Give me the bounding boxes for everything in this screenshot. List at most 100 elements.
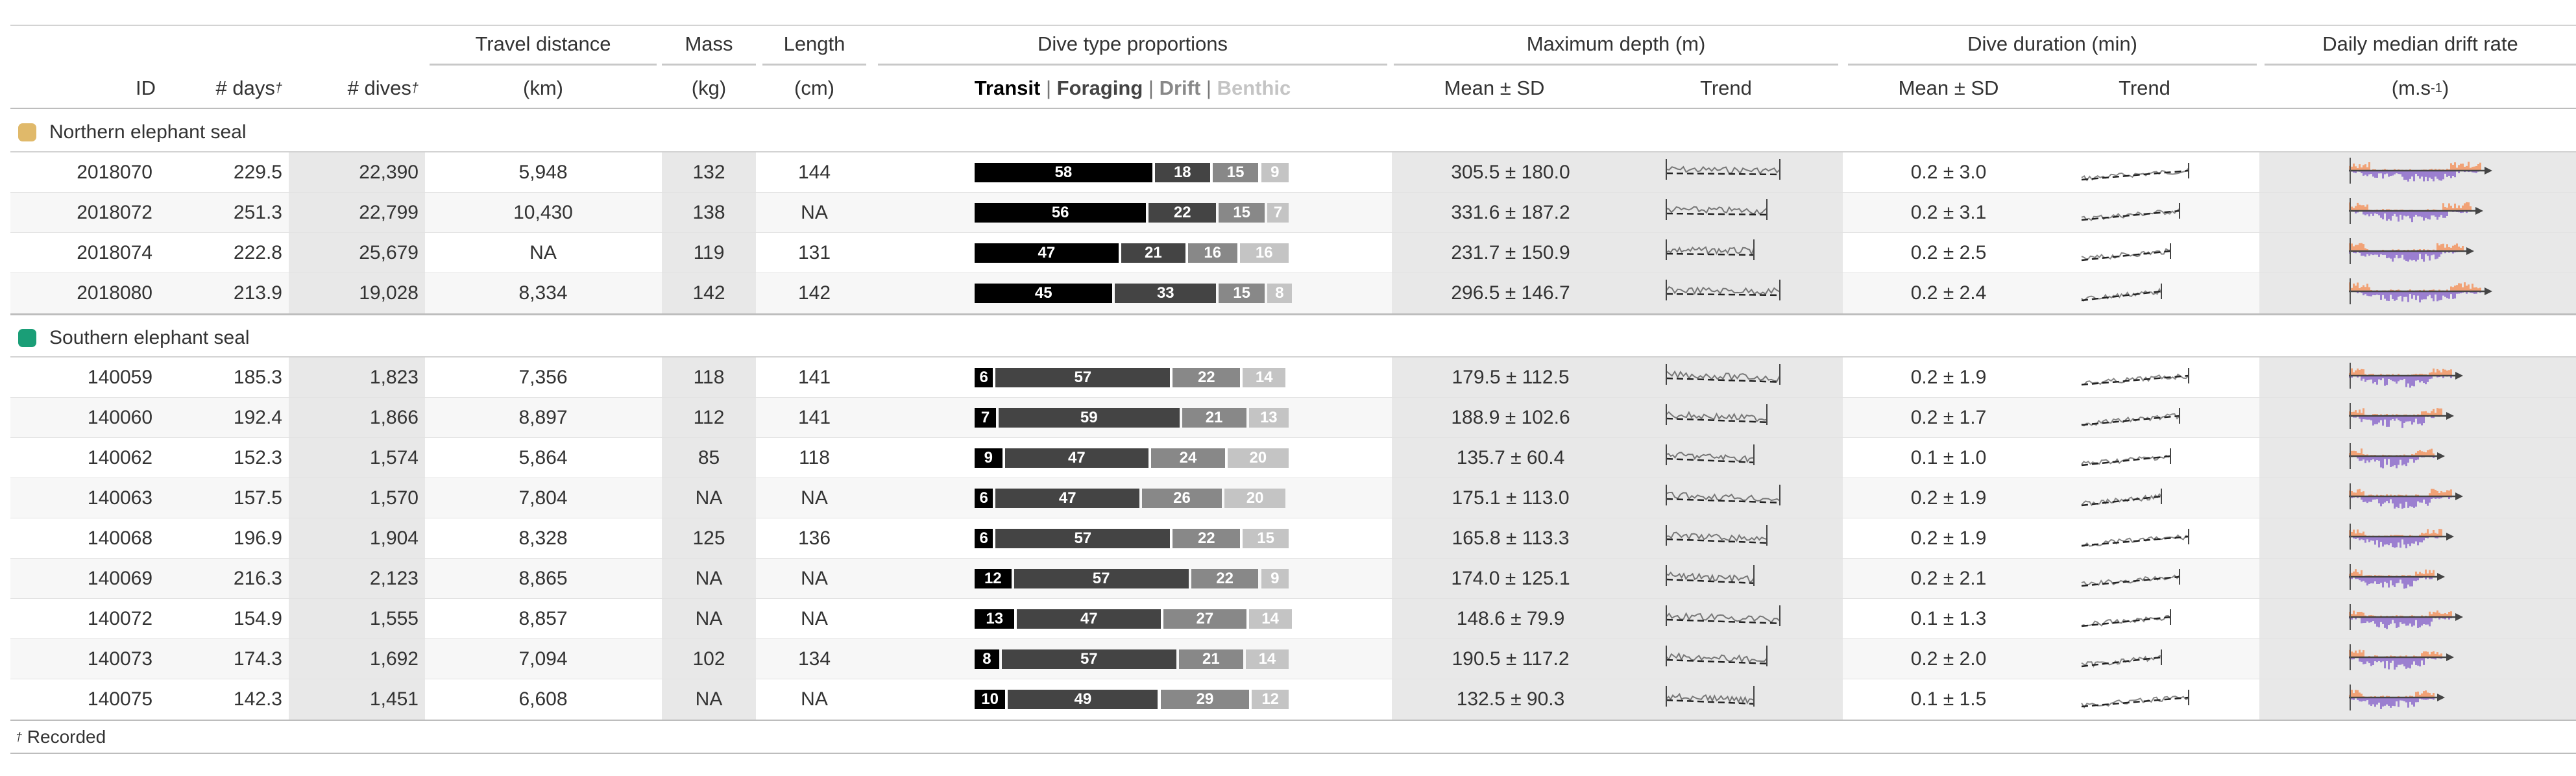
drift-bar: 26 (1142, 489, 1222, 508)
duration-mean: 0.1 (1910, 608, 1938, 629)
transit-bar: 58 (975, 163, 1152, 182)
col-mass-unit: (kg) (691, 77, 727, 99)
duration-trend-sparkline (2081, 489, 2162, 507)
row-divider (10, 397, 2576, 398)
depth-sd: 79.9 (1526, 608, 1565, 629)
days-value: 174.3 (233, 648, 282, 670)
transit-bar: 45 (975, 284, 1113, 303)
benthic-bar: 14 (1245, 649, 1289, 669)
days-value: 154.9 (233, 608, 282, 629)
depth-trend-sparkline (1666, 646, 1768, 666)
dives-value: 25,679 (359, 242, 419, 263)
travel-value: 8,897 (518, 407, 568, 428)
duration-trend-sparkline (2081, 408, 2180, 427)
depth-mean-sd: 188.9 ± 102.6 (1451, 407, 1570, 428)
duration-sd: 1.9 (1959, 487, 1987, 509)
drift-rate-sparkline (2349, 198, 2483, 224)
days-value: 229.5 (233, 162, 282, 183)
foraging-bar: 57 (995, 368, 1171, 387)
mass-value: 102 (692, 648, 725, 670)
depth-mean: 190.5 (1452, 648, 1501, 670)
col-dives: # dives† (289, 77, 419, 100)
days-value: 157.5 (233, 487, 282, 509)
depth-trend-sparkline (1666, 686, 1755, 707)
mass-value: NA (695, 568, 723, 589)
col-depth-trend: Trend (1700, 77, 1752, 99)
seal-id: 2018074 (77, 242, 152, 263)
col-dur-trend: Trend (2119, 77, 2170, 99)
duration-mean-sd: 0.2 ± 2.1 (1910, 568, 1987, 589)
duration-sd: 1.9 (1959, 367, 1987, 388)
row-divider (10, 558, 2576, 559)
legend-benthic: Benthic (1217, 77, 1291, 99)
legend-transit: Transit (974, 77, 1041, 99)
dive-type-header: Dive type proportions (1038, 32, 1228, 55)
duration-mean-sd: 0.1 ± 1.5 (1910, 688, 1987, 710)
duration-trend-sparkline (2081, 448, 2171, 467)
max-depth-header: Maximum depth (m) (1526, 32, 1706, 55)
days-value: 213.9 (233, 282, 282, 304)
mass-value: 112 (693, 407, 725, 428)
duration-sd: 2.1 (1959, 568, 1987, 589)
dagger-mark: † (411, 81, 419, 95)
depth-trend-sparkline (1666, 444, 1755, 465)
drift-col-shade-0 (2259, 152, 2576, 313)
days-value: 196.9 (233, 527, 282, 549)
length-value: 141 (797, 407, 831, 428)
col-travel-unit: (km) (523, 77, 563, 99)
benthic-bar: 9 (1261, 569, 1289, 588)
depth-mean: 331.6 (1451, 202, 1500, 223)
depth-mean-sd: 231.7 ± 150.9 (1451, 242, 1570, 263)
depth-mean: 188.9 (1451, 407, 1500, 428)
dives-value: 1,451 (369, 688, 419, 710)
duration-mean-sd: 0.2 ± 3.0 (1910, 162, 1987, 183)
col-length-unit: (cm) (794, 77, 834, 99)
seal-id: 140073 (87, 648, 152, 670)
depth-mean: 179.5 (1452, 367, 1501, 388)
foraging-bar: 57 (1014, 569, 1189, 588)
duration-mean: 0.2 (1910, 527, 1938, 549)
mass-value: NA (695, 688, 723, 710)
seal-id: 2018070 (77, 162, 152, 183)
duration-trend-sparkline (2081, 284, 2162, 302)
duration-mean-sd: 0.2 ± 2.5 (1910, 242, 1987, 263)
seal-id: 140072 (87, 608, 152, 629)
benthic-bar: 7 (1267, 203, 1289, 223)
drift-rate-sparkline (2349, 363, 2463, 389)
header-bottom-rule (10, 108, 2576, 109)
seal-id: 2018072 (77, 202, 152, 223)
dives-value: 1,866 (369, 407, 419, 428)
depth-sd: 113.0 (1522, 487, 1570, 509)
footnote-bottom-rule (10, 753, 2576, 754)
row-divider (10, 598, 2576, 599)
depth-col-shade-1 (1392, 358, 1843, 720)
drift-bar: 15 (1212, 163, 1259, 182)
row-divider (10, 192, 2576, 193)
length-value: NA (801, 568, 828, 589)
depth-mean: 296.5 (1451, 282, 1500, 304)
benthic-bar: 20 (1227, 448, 1289, 468)
travel-value: 6,608 (518, 688, 568, 710)
depth-sd: 187.2 (1521, 202, 1570, 223)
depth-spanner-line (1394, 64, 1838, 66)
duration-trend-sparkline (2081, 609, 2171, 627)
duration-mean: 0.2 (1910, 367, 1938, 388)
depth-sd: 113.3 (1522, 527, 1570, 549)
depth-sd: 90.3 (1526, 688, 1565, 710)
drift-unit-pre: (m.s (2391, 77, 2431, 99)
length-value: 142 (797, 282, 831, 304)
duration-trend-sparkline (2081, 368, 2189, 386)
seal-id: 140075 (87, 688, 152, 710)
mass-value: NA (695, 487, 723, 509)
depth-sd: 180.0 (1521, 162, 1570, 183)
drift-spanner-line (2265, 64, 2576, 66)
foraging-bar: 47 (1004, 448, 1149, 468)
duration-sd: 2.0 (1959, 648, 1987, 670)
foraging-bar: 22 (1148, 203, 1217, 223)
length-value: 141 (797, 367, 831, 388)
seal-id: 140060 (87, 407, 152, 428)
transit-bar: 47 (975, 243, 1119, 263)
travel-distance-header: Travel distance (475, 32, 611, 55)
transit-bar: 6 (975, 529, 993, 548)
